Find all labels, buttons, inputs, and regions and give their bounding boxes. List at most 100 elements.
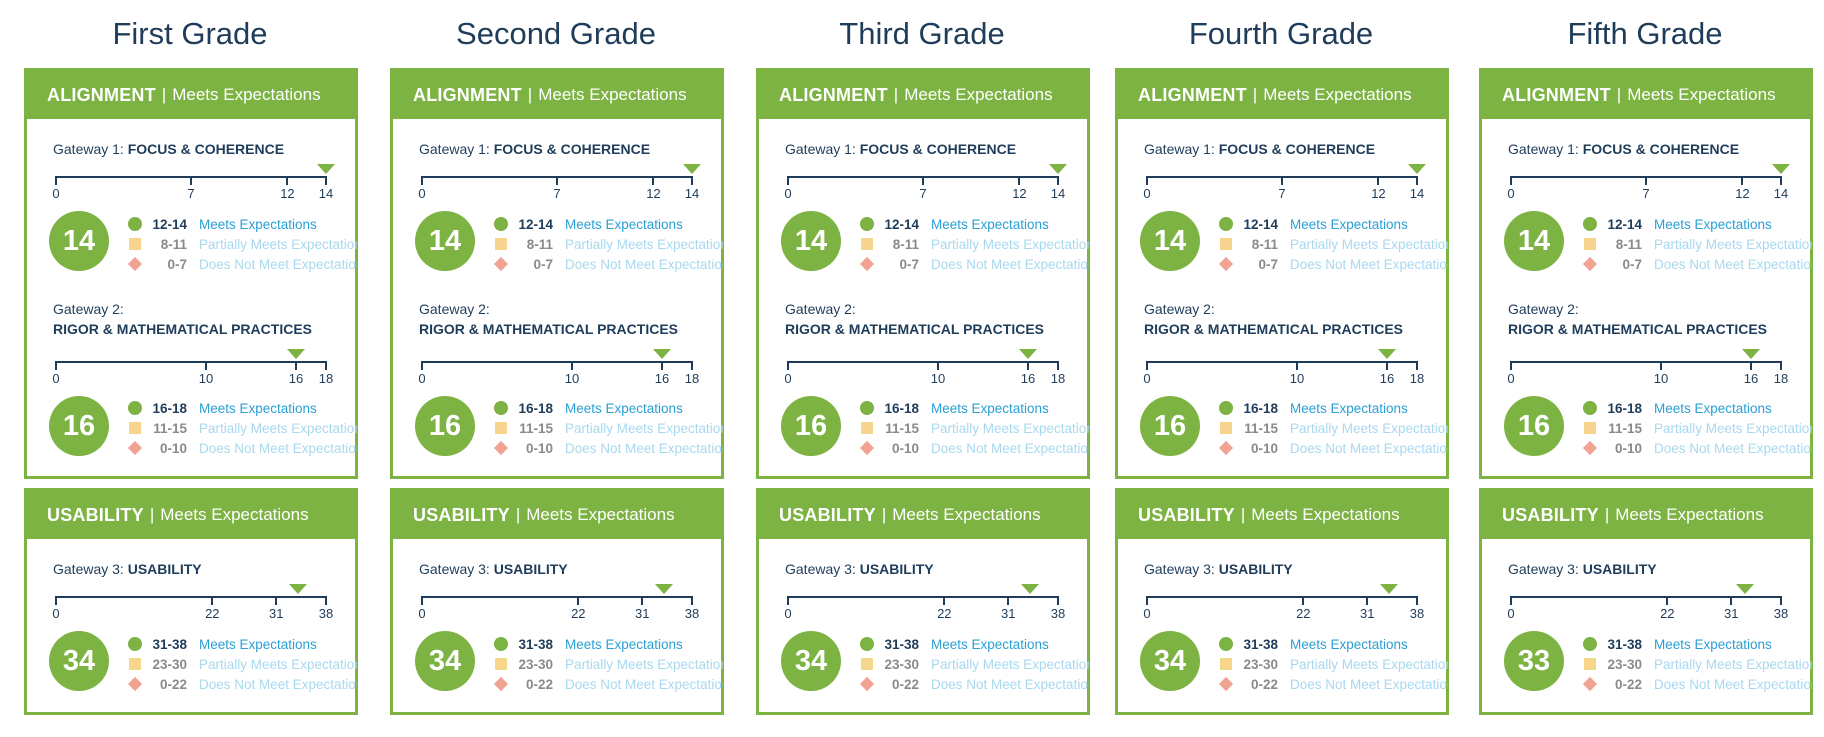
green-circle-icon	[859, 400, 875, 416]
scale-tick	[1057, 176, 1059, 185]
legend-row-meets: 12-14 Meets Expectations	[1582, 214, 1812, 234]
legend-label: Partially Meets Expectations	[1290, 656, 1448, 672]
legend-row-notmeet: 0-10 Does Not Meet Expectations	[127, 438, 357, 458]
orange-diamond-icon	[859, 256, 875, 272]
score-circle: 16	[1140, 396, 1200, 456]
scale-tick-label: 0	[1507, 606, 1515, 621]
legend-row-meets: 31-38 Meets Expectations	[127, 634, 357, 654]
orange-diamond-icon	[859, 440, 875, 456]
scale-tick-label: 0	[1143, 186, 1151, 201]
gateway-prefix: Gateway 3:	[1144, 561, 1215, 577]
scale-axis-line	[1146, 361, 1418, 363]
card-header-rating: Meets Expectations	[1263, 85, 1412, 104]
scale-tick	[1377, 176, 1380, 185]
scale-tick-label: 0	[52, 186, 60, 201]
legend-label: Partially Meets Expectations	[199, 656, 357, 672]
card-header-title: USABILITY	[779, 504, 876, 525]
legend-range: 8-11	[1251, 236, 1278, 252]
card-header-separator: |	[893, 85, 899, 104]
orange-diamond-icon	[1582, 440, 1598, 456]
card-header: ALIGNMENT | Meets Expectations	[393, 71, 721, 119]
legend-row-partial: 23-30 Partially Meets Expectations	[859, 654, 1089, 674]
green-circle-icon	[493, 636, 509, 652]
legend-row-meets: 12-14 Meets Expectations	[1218, 214, 1448, 234]
green-circle-icon	[1218, 216, 1234, 232]
scale-tick-label: 18	[1773, 371, 1789, 386]
legend-range: 0-22	[891, 676, 919, 692]
legend-row-notmeet: 0-22 Does Not Meet Expectations	[1582, 674, 1812, 694]
scale-tick	[325, 596, 327, 605]
legend-label: Meets Expectations	[565, 400, 683, 416]
legend-range: 0-22	[525, 676, 553, 692]
score-marker-triangle-icon	[317, 164, 335, 174]
yellow-square-icon	[493, 236, 509, 252]
legend-row-partial: 8-11 Partially Meets Expectations	[1218, 234, 1448, 254]
score-scale: 0 10 16 18	[784, 349, 1065, 386]
legend-label: Does Not Meet Expectations	[565, 676, 723, 692]
scale-tick	[641, 596, 644, 605]
scale-tick-label: 38	[684, 606, 700, 621]
card-header-separator: |	[149, 505, 155, 524]
scale-tick	[421, 176, 423, 185]
score-circle: 14	[1504, 211, 1564, 271]
legend-range: 0-7	[167, 256, 187, 272]
scale-tick-label: 14	[1050, 186, 1066, 201]
score-marker-triangle-icon	[1020, 584, 1039, 594]
orange-diamond-icon	[493, 676, 509, 692]
legend-row-notmeet: 0-10 Does Not Meet Expectations	[493, 438, 723, 458]
scale-tick	[1302, 596, 1305, 605]
scale-tick	[1666, 596, 1669, 605]
green-circle-icon	[1582, 216, 1598, 232]
scale-tick-label: 38	[1050, 606, 1066, 621]
score-scale: 0 7 12 14	[418, 164, 701, 201]
score-scale: 0 10 16 18	[52, 349, 333, 386]
score-scale: 0 22 31 38	[1507, 584, 1788, 621]
legend-range: 0-10	[891, 440, 919, 456]
alignment-card: ALIGNMENT | Meets Expectations Gateway 1: F…	[756, 68, 1090, 479]
scale-tick-label: 12	[1371, 186, 1386, 201]
legend-label: Meets Expectations	[1290, 216, 1408, 232]
score-scale: 0 7 12 14	[784, 164, 1067, 201]
scale-tick	[295, 361, 297, 370]
legend-range: 0-7	[1622, 256, 1642, 272]
card-header-separator: |	[1616, 85, 1622, 104]
score-marker-triangle-icon	[1736, 584, 1755, 594]
gateway-name: RIGOR & MATHEMATICAL PRACTICES	[1508, 321, 1767, 337]
scale-tick	[1660, 361, 1662, 370]
scale-tick	[1386, 361, 1388, 370]
card-header: USABILITY | Meets Expectations	[27, 491, 355, 539]
scale-tick-label: 12	[280, 186, 295, 201]
legend-label: Does Not Meet Expectations	[931, 440, 1089, 456]
legend-label: Partially Meets Expectations	[565, 420, 723, 436]
score-marker-triangle-icon	[1772, 164, 1790, 174]
yellow-square-icon	[1582, 236, 1598, 252]
orange-diamond-icon	[493, 440, 509, 456]
gateway-label: Gateway 3: USABILITY	[53, 561, 202, 577]
yellow-square-icon	[859, 420, 875, 436]
scale-tick	[286, 176, 289, 185]
gateway-label: Gateway 2: RIGOR & MATHEMATICAL PRACTICES	[419, 299, 678, 339]
card-header-separator: |	[881, 505, 887, 524]
scale-tick-label: 7	[187, 186, 195, 201]
scale-tick-label: 10	[1653, 371, 1669, 386]
score-legend: 16-18 Meets Expectations 11-15 Partially Me…	[127, 398, 357, 458]
gateway-name: FOCUS & COHERENCE	[127, 141, 285, 157]
score-circle: 34	[781, 631, 841, 691]
scale-tick-label: 0	[418, 186, 426, 201]
scale-tick	[275, 596, 278, 605]
legend-range: 0-7	[899, 256, 919, 272]
score-legend: 31-38 Meets Expectations 23-30 Partially Me…	[127, 634, 357, 694]
legend-row-partial: 8-11 Partially Meets Expectations	[127, 234, 357, 254]
scale-tick	[691, 361, 693, 370]
legend-label: Meets Expectations	[1654, 400, 1772, 416]
legend-row-notmeet: 0-22 Does Not Meet Expectations	[859, 674, 1089, 694]
card-header: ALIGNMENT | Meets Expectations	[27, 71, 355, 119]
legend-label: Partially Meets Expectations	[931, 656, 1089, 672]
scale-tick-label: 7	[553, 186, 561, 201]
score-marker-triangle-icon	[654, 584, 673, 594]
legend-label: Does Not Meet Expectations	[1290, 676, 1448, 692]
green-circle-icon	[1582, 400, 1598, 416]
scale-tick	[577, 596, 580, 605]
gateway-prefix: Gateway 1:	[419, 141, 490, 157]
alignment-card: ALIGNMENT | Meets Expectations Gateway 1: F…	[1115, 68, 1449, 479]
